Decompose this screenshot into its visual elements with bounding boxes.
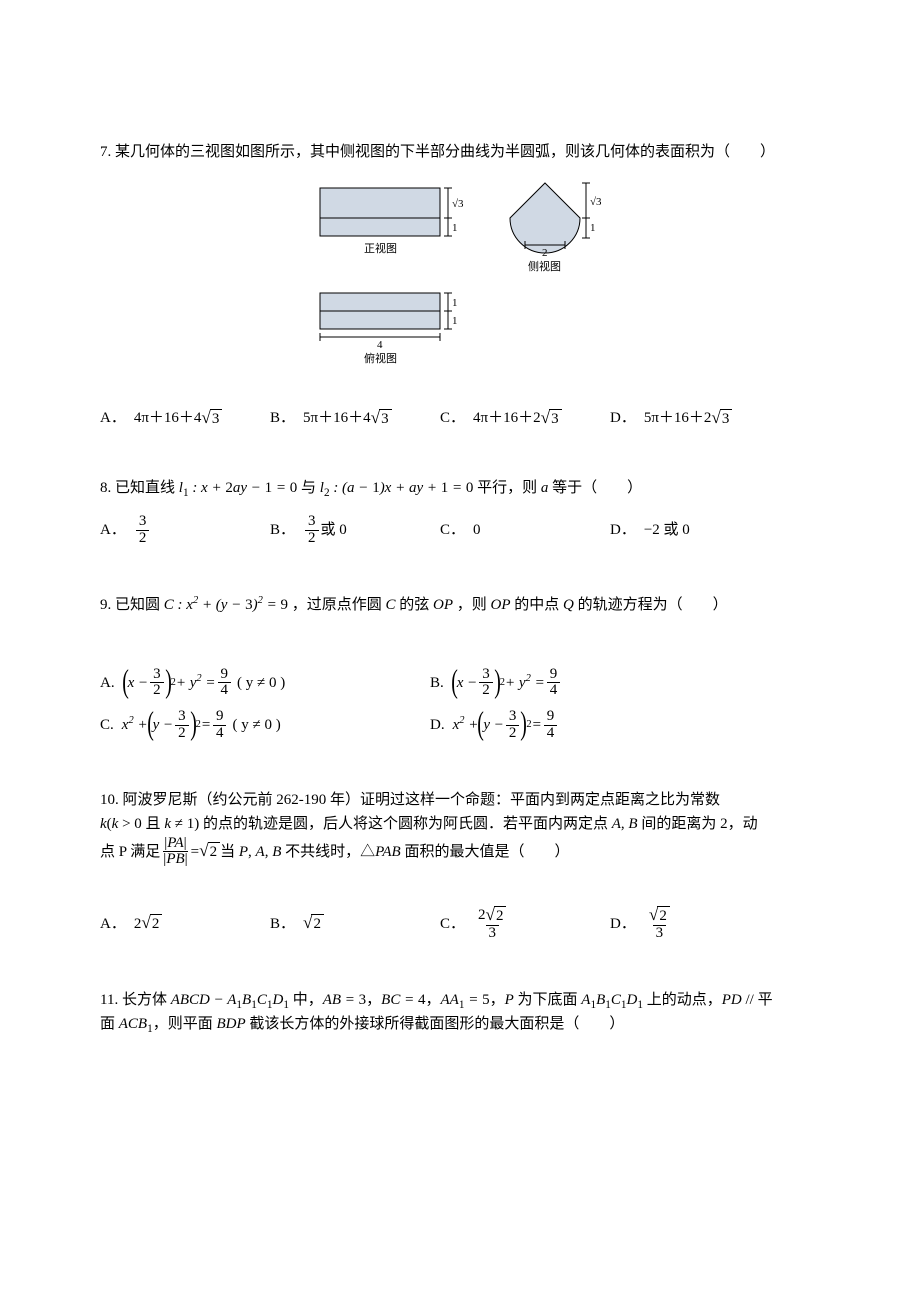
q9-option-d[interactable]: D. x2 + ( y − 32 )2 = 94 [430, 709, 760, 742]
svg-text:1: 1 [452, 315, 458, 327]
q8-options: A． 32 B． 32 或 0 C．0 D．−2 或 0 [100, 514, 820, 557]
q11-stem: 11. 长方体 ABCD − A1B1C1D1 中，AB = 3，BC = 4，… [100, 988, 820, 1036]
q7-option-c[interactable]: C． 4π＋16＋2√3 [440, 406, 610, 430]
q7-stem-text: 某几何体的三视图如图所示，其中侧视图的下半部分曲线为半圆弧，则该几何体的表面积为… [115, 144, 775, 160]
q9-options: A. ( x − 32 )2 + y2 = 94 ( y ≠ 0 ) B. ( … [100, 667, 820, 752]
svg-text:1: 1 [452, 222, 458, 234]
q10-option-d[interactable]: D． √2 3 [610, 906, 780, 942]
q10-option-a[interactable]: A． 2√2 [100, 906, 270, 942]
q7-figure: √3 1 正视图 √3 1 2 侧视图 [100, 178, 820, 388]
q8-number: 8. [100, 480, 111, 496]
q9-number: 9. [100, 597, 111, 613]
three-views-svg: √3 1 正视图 √3 1 2 侧视图 [300, 178, 620, 388]
q8-option-a[interactable]: A． 32 [100, 514, 270, 547]
q9-option-a[interactable]: A. ( x − 32 )2 + y2 = 94 ( y ≠ 0 ) [100, 667, 430, 700]
top-view-label: 俯视图 [364, 351, 397, 365]
q10-option-b[interactable]: B． √2 [270, 906, 440, 942]
q11-number: 11. [100, 992, 118, 1008]
q8-option-b[interactable]: B． 32 或 0 [270, 514, 440, 547]
q7-option-d[interactable]: D． 5π＋16＋2√3 [610, 406, 780, 430]
q9-stem: 9. 已知圆 C : x2 + (y − 3)2 = 9 ，过原点作圆 C 的弦… [100, 593, 820, 617]
question-8: 8. 已知直线 l1 : x + 2ay − 1 = 0 与 l2 : (a −… [100, 476, 820, 557]
svg-text:√3: √3 [452, 198, 464, 210]
svg-text:4: 4 [377, 339, 383, 351]
question-10: 10. 阿波罗尼斯（约公元前 262-190 年）证明过这样一个命题：平面内到两… [100, 788, 820, 952]
q8-option-c[interactable]: C．0 [440, 514, 610, 547]
svg-text:1: 1 [452, 297, 458, 309]
q10-options: A． 2√2 B． √2 C． 2√2 3 D． √2 3 [100, 906, 820, 952]
q9-option-c[interactable]: C. x2 + ( y − 32 )2 = 94 ( y ≠ 0 ) [100, 709, 430, 742]
q7-stem: 7. 某几何体的三视图如图所示，其中侧视图的下半部分曲线为半圆弧，则该几何体的表… [100, 140, 820, 164]
side-view-label: 侧视图 [528, 259, 561, 273]
question-9: 9. 已知圆 C : x2 + (y − 3)2 = 9 ，过原点作圆 C 的弦… [100, 593, 820, 752]
q7-option-a[interactable]: A． 4π＋16＋4√3 [100, 406, 270, 430]
q10-number: 10. [100, 792, 119, 808]
q7-option-b[interactable]: B． 5π＋16＋4√3 [270, 406, 440, 430]
ratio-fraction: |PA| |PB| [163, 836, 187, 869]
svg-text:√3: √3 [590, 196, 602, 208]
svg-text:2: 2 [542, 247, 548, 259]
q8-stem: 8. 已知直线 l1 : x + 2ay − 1 = 0 与 l2 : (a −… [100, 476, 820, 500]
front-view-label: 正视图 [364, 241, 397, 255]
q8-option-d[interactable]: D．−2 或 0 [610, 514, 780, 547]
svg-text:1: 1 [590, 222, 596, 234]
q10-stem: 10. 阿波罗尼斯（约公元前 262-190 年）证明过这样一个命题：平面内到两… [100, 788, 820, 869]
q9-option-b[interactable]: B. ( x − 32 )2 + y2 = 94 [430, 667, 760, 700]
q7-number: 7. [100, 144, 111, 160]
question-11: 11. 长方体 ABCD − A1B1C1D1 中，AB = 3，BC = 4，… [100, 988, 820, 1036]
question-7: 7. 某几何体的三视图如图所示，其中侧视图的下半部分曲线为半圆弧，则该几何体的表… [100, 140, 820, 440]
q7-options: A． 4π＋16＋4√3 B． 5π＋16＋4√3 C． 4π＋16＋2√3 D… [100, 406, 820, 440]
q10-option-c[interactable]: C． 2√2 3 [440, 906, 610, 942]
